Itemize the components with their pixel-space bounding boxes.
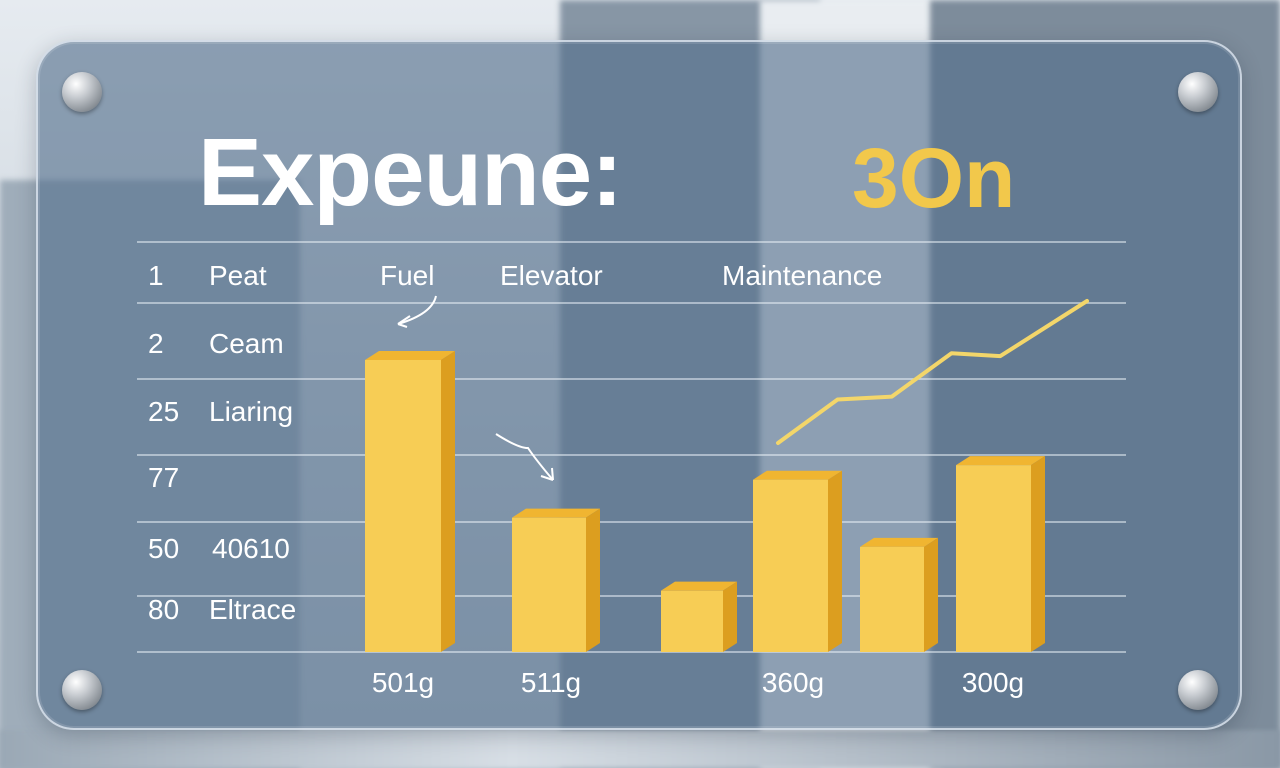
bar: [860, 546, 924, 652]
arrow-head-icon: [397, 315, 411, 328]
bar-side: [441, 351, 455, 652]
bar: [365, 360, 441, 652]
trend-line: [776, 299, 1089, 445]
bolt-icon: [1178, 670, 1218, 710]
bar-side: [586, 508, 600, 652]
value-label: 511g: [521, 667, 581, 698]
bolt-icon: [62, 72, 102, 112]
value-label: 360g: [762, 667, 824, 698]
column-header: Fuel: [380, 260, 434, 291]
bar-side: [828, 470, 842, 652]
bar-top: [956, 456, 1045, 466]
chart-title: Expeune:: [198, 119, 623, 226]
street-strip: [0, 730, 1280, 768]
bar-side: [1031, 456, 1045, 652]
bolt-icon: [1178, 72, 1218, 112]
bar: [956, 465, 1031, 652]
arrow-head-icon: [540, 467, 554, 481]
row-number: 2: [148, 328, 164, 359]
bar-top: [365, 351, 455, 360]
bar-top: [661, 581, 737, 591]
row-number: 25: [148, 396, 179, 427]
bar: [661, 590, 723, 652]
total-value: 3On: [852, 131, 1016, 225]
value-label: 501g: [372, 667, 434, 698]
bar-side: [723, 581, 737, 652]
row-number: 80: [148, 594, 179, 625]
row-label: Liaring: [209, 396, 293, 427]
arrow-icon: [397, 295, 437, 325]
bar-side: [924, 537, 938, 652]
column-header: Elevator: [500, 260, 603, 291]
row-number: 1: [148, 260, 164, 291]
bar-top: [512, 508, 600, 518]
row-label: 40610: [212, 533, 290, 564]
row-label: Eltrace: [209, 594, 296, 625]
bar: [753, 479, 828, 652]
bar-top: [860, 537, 938, 547]
value-label: 300g: [962, 667, 1024, 698]
row-number: 77: [148, 462, 179, 493]
row-label: Peat: [209, 260, 267, 291]
arrow-icon: [495, 433, 554, 481]
column-header: Maintenance: [722, 260, 882, 291]
row-label: Ceam: [209, 328, 284, 359]
bolt-icon: [62, 670, 102, 710]
bar-top: [753, 470, 842, 480]
bar: [512, 517, 586, 652]
row-number: 50: [148, 533, 179, 564]
